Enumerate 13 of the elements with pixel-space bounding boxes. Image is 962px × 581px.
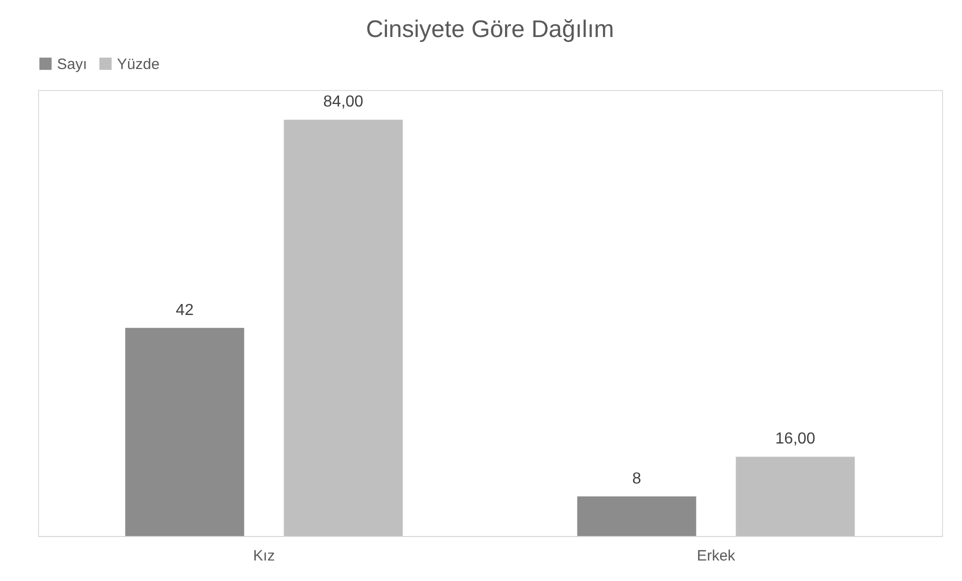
bar: [125, 328, 244, 536]
data-label: 8: [632, 470, 642, 488]
x-tick-label: Kız: [253, 548, 275, 564]
bar: [577, 496, 696, 536]
data-label: 16,00: [775, 430, 816, 448]
legend-label: Yüzde: [117, 56, 160, 73]
bar: [284, 120, 403, 536]
data-label: 42: [176, 302, 194, 319]
data-label: 84,00: [323, 94, 364, 111]
bar: [736, 456, 855, 536]
x-tick-label: Erkek: [696, 548, 736, 564]
legend-label: Sayı: [57, 56, 88, 73]
chart-title: Cinsiyete Göre Dağılım: [366, 16, 614, 43]
